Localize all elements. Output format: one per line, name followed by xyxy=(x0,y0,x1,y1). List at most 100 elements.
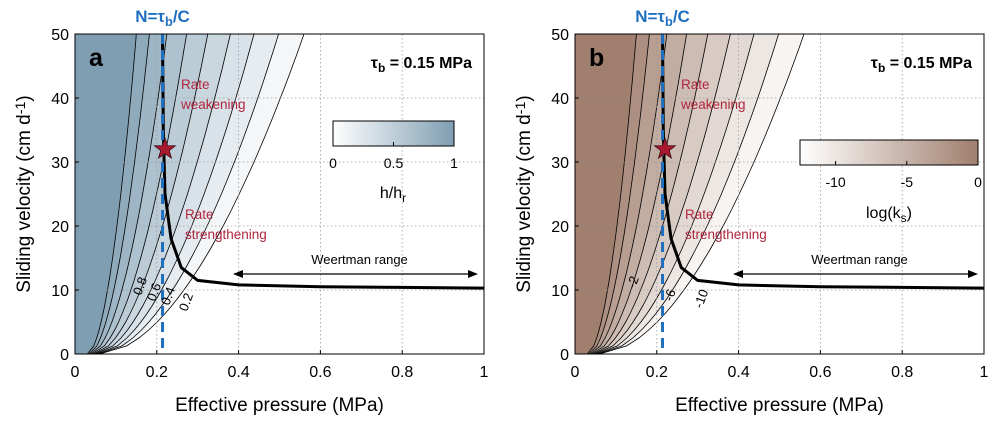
plot-area xyxy=(575,34,984,354)
colorbar-tick-label: -5 xyxy=(901,174,914,190)
x-tick-label: 0.8 xyxy=(891,364,913,381)
contour-label: -10 xyxy=(691,287,712,310)
rate-strengthening-label: Rate xyxy=(685,207,714,222)
contour-line xyxy=(599,34,805,354)
x-axis-label: Effective pressure (MPa) xyxy=(675,395,884,416)
x-tick-label: 0.4 xyxy=(727,364,749,381)
colorbar-label: log(ks) xyxy=(866,205,912,225)
contour-line xyxy=(86,34,137,354)
y-axis-label-group: Sliding velocity (cm d-1) xyxy=(13,95,35,292)
contour-band xyxy=(88,34,167,354)
x-tick-label: 1 xyxy=(480,364,489,381)
rate-weakening-label: Rate xyxy=(181,77,210,92)
contour-line xyxy=(93,34,209,354)
x-tick-label: 0.8 xyxy=(391,364,413,381)
y-axis-label: Sliding velocity (cm d-1) xyxy=(513,95,535,292)
rate-strengthening-label: Rate xyxy=(185,207,214,222)
contour-line xyxy=(596,34,755,354)
weertman-range-label: Weertman range xyxy=(811,252,908,267)
colorbar xyxy=(332,120,455,147)
axes-frame xyxy=(74,33,485,355)
x-tick-label: 0.6 xyxy=(309,364,331,381)
contour-line xyxy=(597,34,779,354)
rate-strengthening-label: strengthening xyxy=(685,227,767,242)
contour-band xyxy=(591,34,708,354)
axes-frame xyxy=(574,33,985,355)
steady-state-curve xyxy=(661,34,984,290)
x-tick-label: 0.2 xyxy=(646,364,668,381)
tau-label: τb = 0.15 MPa xyxy=(371,55,472,75)
x-tick-label: 0.6 xyxy=(809,364,831,381)
weertman-range-label: Weertman range xyxy=(311,252,408,267)
contour-line xyxy=(88,34,150,354)
contour-band xyxy=(596,34,779,354)
contour-label: 0.8 xyxy=(130,275,150,297)
contour-label: -6 xyxy=(661,287,679,303)
contour-label: 0.4 xyxy=(158,285,178,307)
contour-line xyxy=(99,34,305,354)
tau-label: τb = 0.15 MPa xyxy=(871,55,972,75)
y-tick-label: 10 xyxy=(51,283,69,300)
colorbar xyxy=(799,139,979,166)
contour-line xyxy=(586,34,637,354)
contour-line xyxy=(90,34,168,354)
contour-line xyxy=(590,34,668,354)
steady-state-curve xyxy=(161,34,484,290)
x-tick-label: 0 xyxy=(571,364,580,381)
contour-band xyxy=(575,34,637,354)
y-axis-label: Sliding velocity (cm d-1) xyxy=(13,95,35,292)
contour-band xyxy=(96,34,279,354)
x-tick-label: 0 xyxy=(71,364,80,381)
x-axis-label: Effective pressure (MPa) xyxy=(175,395,384,416)
contour-label: 0.6 xyxy=(144,281,164,303)
colorbar-label: h/hr xyxy=(380,185,406,205)
colorbar-tick-label: 0 xyxy=(974,174,982,190)
y-tick-label: 20 xyxy=(51,219,69,236)
y-tick-label: 20 xyxy=(551,219,569,236)
y-axis-label-group: Sliding velocity (cm d-1) xyxy=(513,95,535,292)
arrowhead-right xyxy=(968,270,978,278)
contour-band xyxy=(91,34,208,354)
x-tick-label: 0.2 xyxy=(146,364,168,381)
contour-label: -2 xyxy=(624,274,642,290)
star-marker xyxy=(653,137,677,160)
plot-area xyxy=(75,34,484,354)
panel-letter: a xyxy=(89,44,104,72)
arrowhead-right xyxy=(468,270,478,278)
arrowhead-left xyxy=(233,270,243,278)
y-tick-label: 0 xyxy=(60,347,69,364)
contour-line xyxy=(97,34,279,354)
y-tick-label: 30 xyxy=(51,155,69,172)
contour-line xyxy=(94,34,231,354)
rate-weakening-label: weakening xyxy=(180,97,246,112)
contour-band xyxy=(588,34,667,354)
threshold-label: N=τb/C xyxy=(635,7,690,29)
x-tick-label: 0.4 xyxy=(227,364,249,381)
rate-strengthening-label: strengthening xyxy=(185,227,267,242)
contour-line xyxy=(593,34,709,354)
contour-band xyxy=(75,34,137,354)
y-tick-label: 40 xyxy=(51,91,69,108)
y-tick-label: 50 xyxy=(51,27,69,44)
colorbar-tick-label: -10 xyxy=(825,174,845,190)
threshold-label: N=τb/C xyxy=(135,7,190,29)
colorbar-tick-label: 1 xyxy=(450,155,458,171)
contour-band xyxy=(593,34,731,354)
contour-band xyxy=(87,34,150,354)
arrowhead-left xyxy=(733,270,743,278)
y-tick-label: 10 xyxy=(551,283,569,300)
y-tick-label: 40 xyxy=(551,91,569,108)
colorbar-tick-label: 0.5 xyxy=(384,155,404,171)
star-marker xyxy=(153,137,177,160)
panel-letter: b xyxy=(589,44,604,72)
contour-band xyxy=(594,34,754,354)
rate-weakening-label: Rate xyxy=(681,77,710,92)
y-tick-label: 0 xyxy=(560,347,569,364)
y-tick-label: 30 xyxy=(551,155,569,172)
contour-line xyxy=(594,34,731,354)
contour-line xyxy=(588,34,650,354)
contour-band xyxy=(94,34,255,354)
